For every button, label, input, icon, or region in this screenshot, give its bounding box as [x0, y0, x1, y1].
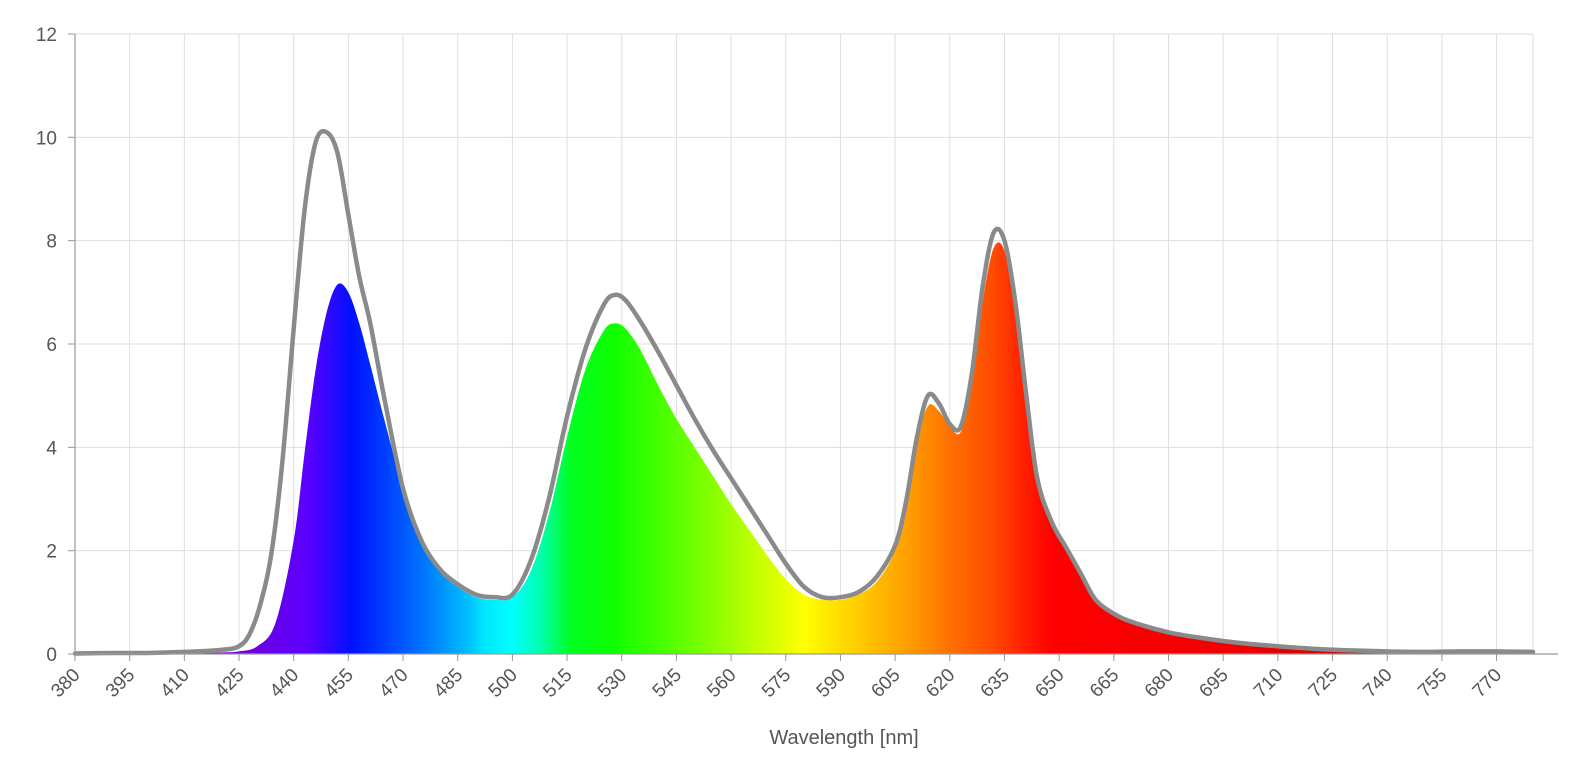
x-tick-label: 605 [867, 665, 904, 702]
axes [68, 33, 1558, 661]
y-tick-label: 2 [46, 542, 57, 563]
x-tick-label: 665 [1086, 665, 1123, 702]
x-tick-label: 515 [539, 665, 576, 702]
y-tick-label: 12 [36, 25, 57, 46]
x-tick-label: 500 [485, 665, 522, 702]
spectral-power-area [75, 242, 1533, 654]
y-tick-label: 0 [46, 645, 57, 666]
x-tick-label: 410 [157, 665, 194, 702]
x-tick-label: 470 [375, 665, 412, 702]
x-tick-label: 380 [47, 665, 84, 702]
x-tick-label: 650 [1031, 665, 1068, 702]
x-tick-label: 545 [649, 665, 686, 702]
x-tick-label: 755 [1414, 665, 1451, 702]
x-tick-label: 725 [1305, 665, 1342, 702]
y-tick-label: 4 [46, 438, 57, 459]
x-tick-label: 575 [758, 665, 795, 702]
x-tick-label: 695 [1195, 665, 1232, 702]
x-tick-label: 680 [1141, 665, 1178, 702]
y-tick-label: 8 [46, 232, 57, 253]
x-tick-label: 455 [321, 665, 358, 702]
x-tick-label: 440 [266, 665, 303, 702]
x-tick-label: 635 [977, 665, 1014, 702]
x-tick-label: 620 [922, 665, 959, 702]
x-tick-label: 560 [703, 665, 740, 702]
series-layer [72, 128, 1536, 656]
x-tick-label: 770 [1469, 665, 1506, 702]
y-tick-label: 6 [46, 335, 57, 356]
x-axis-title: Wavelength [nm] [769, 727, 918, 749]
x-tick-label: 740 [1359, 665, 1396, 702]
x-tick-label: 530 [594, 665, 631, 702]
y-tick-label: 10 [36, 128, 57, 149]
x-tick-label: 485 [430, 665, 467, 702]
x-tick-label: 590 [813, 665, 850, 702]
gray-outline-curve [72, 128, 1536, 656]
x-tick-label: 395 [102, 665, 139, 702]
x-tick-label: 710 [1250, 665, 1287, 702]
x-tick-label: 425 [211, 665, 248, 702]
